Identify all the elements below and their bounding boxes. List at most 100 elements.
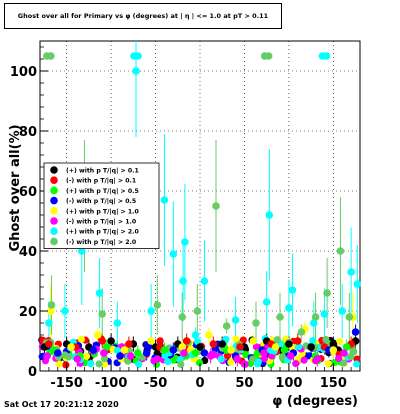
noise-point: [335, 337, 344, 346]
noise-point: [135, 360, 143, 368]
data-point: [120, 346, 129, 354]
data-point: [45, 340, 53, 348]
data-point: [200, 349, 209, 357]
data-point: [322, 52, 331, 60]
legend-label: (-) with p T/|q| > 2.0: [66, 239, 137, 247]
legend-label: (-) with p T/|q| > 0.1: [66, 178, 136, 186]
data-point: [336, 247, 345, 255]
legend-marker: [50, 186, 58, 195]
data-point: [73, 355, 82, 363]
x-tick-label: 100: [275, 376, 302, 391]
noise-point: [278, 353, 286, 361]
data-point: [191, 349, 200, 357]
noise-point: [335, 354, 343, 362]
legend-label: (+) with p T/|q| > 0.1: [66, 168, 139, 176]
noise-point: [260, 355, 268, 363]
noise-point: [352, 360, 361, 368]
noise-point: [87, 359, 95, 368]
noise-point: [177, 360, 185, 368]
data-point: [147, 307, 155, 315]
data-point: [193, 307, 202, 315]
noise-point: [232, 335, 240, 343]
data-point: [100, 349, 108, 357]
data-point: [107, 337, 115, 345]
data-point: [206, 352, 215, 360]
legend-label: (-) with p T/|q| > 1.0: [66, 219, 137, 227]
data-point: [169, 250, 178, 258]
noise-point: [339, 359, 348, 367]
data-point: [191, 331, 200, 339]
data-point: [338, 307, 347, 315]
noise-point: [322, 335, 330, 344]
data-point: [98, 337, 107, 345]
data-point: [95, 289, 104, 297]
legend-marker: [50, 166, 58, 174]
noise-point: [292, 360, 300, 368]
y-tick-label: 20: [19, 305, 37, 320]
legend: (+) with p T/|q| > 0.1 (-) with p T/|q| >…: [43, 162, 160, 249]
data-point: [265, 211, 274, 219]
y-tick-label: 60: [19, 185, 37, 200]
data-point: [227, 346, 235, 354]
data-point: [233, 355, 242, 363]
data-point: [147, 337, 155, 345]
legend-marker: [50, 227, 58, 235]
data-point: [212, 202, 220, 210]
noise-point: [164, 358, 172, 366]
noise-point: [324, 359, 332, 368]
data-point: [252, 319, 260, 327]
legend-label: (+) with p T/|q| > 2.0: [66, 229, 140, 237]
noise-point: [253, 360, 262, 368]
data-point: [133, 349, 142, 357]
chart-title: Ghost over all for Primary vs φ (degrees…: [4, 3, 282, 29]
noise-point: [295, 342, 303, 351]
data-point: [323, 289, 331, 297]
x-tick-label: -150: [50, 376, 83, 391]
legend-label: (+) with p T/|q| > 1.0: [66, 208, 140, 216]
data-point: [264, 52, 273, 60]
legend-marker: [50, 196, 58, 205]
data-point: [134, 52, 142, 60]
data-point: [313, 355, 322, 363]
noise-point: [273, 336, 281, 344]
data-point: [293, 337, 302, 345]
noise-point: [100, 360, 109, 368]
data-point: [43, 352, 51, 360]
data-point: [67, 343, 75, 351]
data-point: [98, 310, 107, 318]
y-tick-label: 40: [19, 245, 37, 260]
noise-point: [61, 351, 69, 359]
data-point: [46, 307, 55, 315]
data-point: [47, 52, 55, 60]
data-point: [329, 340, 338, 348]
data-point: [276, 313, 284, 321]
data-point: [342, 343, 351, 351]
y-tick-label: 80: [19, 125, 37, 140]
data-point: [196, 343, 204, 351]
legend-label: (+) with p T/|q| > 0.5: [66, 188, 139, 196]
x-tick-label: 0: [195, 376, 204, 391]
data-point: [61, 307, 69, 315]
data-point: [347, 268, 355, 276]
data-point: [113, 319, 122, 327]
data-point: [47, 301, 56, 309]
data-point: [285, 340, 293, 348]
data-point: [353, 280, 362, 288]
data-point: [285, 304, 293, 312]
data-point: [340, 349, 348, 357]
x-tick-label: 50: [235, 376, 253, 391]
y-tick-label: 100: [10, 65, 37, 80]
noise-point: [217, 355, 225, 363]
data-point: [180, 349, 188, 357]
noise-point: [95, 360, 103, 368]
noise-point: [82, 352, 91, 360]
data-point: [102, 343, 111, 351]
noise-point: [349, 348, 357, 356]
data-point: [182, 337, 191, 345]
data-point: [116, 352, 124, 360]
data-point: [249, 337, 258, 345]
data-point: [288, 286, 297, 294]
data-point: [45, 319, 53, 327]
noise-point: [156, 337, 164, 345]
data-point: [178, 313, 187, 321]
